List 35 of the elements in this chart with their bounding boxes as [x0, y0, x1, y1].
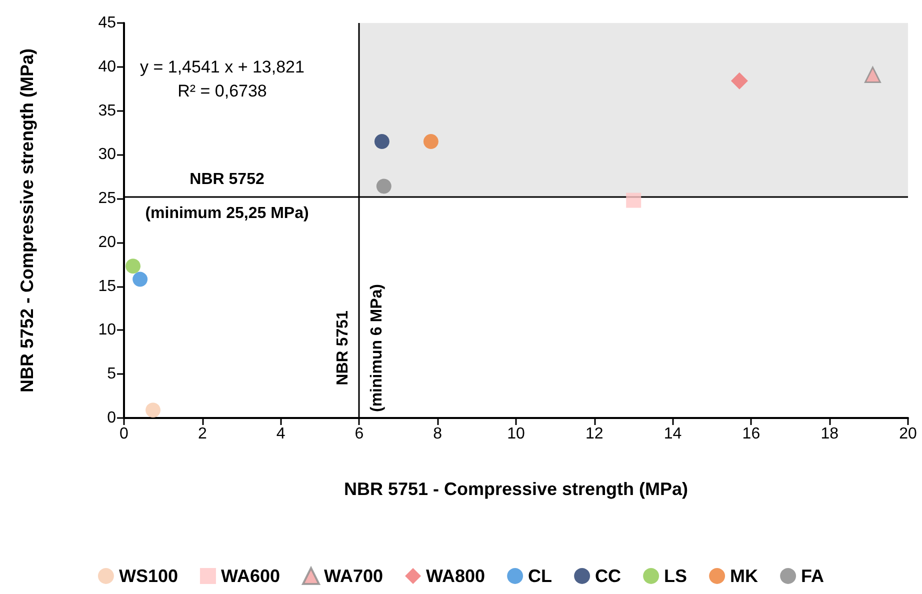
ref-line-label: NBR 5751 (minimun 6 MPa)	[334, 284, 386, 412]
y-tick-label: 5	[107, 366, 116, 383]
y-tick-label: 20	[98, 234, 116, 251]
legend-label: LS	[664, 566, 688, 586]
x-tick-label: 4	[276, 426, 286, 442]
y-tick-label: 0	[107, 410, 116, 426]
annotation: y = 1,4541 x + 13,821 R² = 0,6738	[140, 58, 304, 100]
x-tick-label: 18	[820, 426, 839, 442]
legend-label: CC	[595, 566, 622, 586]
x-tick-label: 2	[198, 426, 207, 442]
y-tick-label: 15	[98, 278, 116, 295]
x-tick-label: 0	[120, 426, 129, 442]
x-tick-label: 6	[354, 426, 364, 442]
x-tick-label: 10	[507, 426, 525, 442]
legend-label: CL	[528, 566, 552, 586]
y-tick-label: 10	[98, 322, 116, 339]
x-tick-label: 12	[586, 426, 604, 442]
y-tick-label: 40	[98, 58, 116, 76]
legend-label: WA800	[426, 566, 486, 586]
legend-label: WS100	[118, 566, 178, 586]
y-tick-label: 45	[98, 14, 116, 32]
y-axis-title: NBR 5752 - Compressive strength (MPa)	[17, 48, 37, 393]
legend-label: MK	[730, 566, 758, 586]
y-tick-label: 25	[98, 190, 116, 208]
x-tick-label: 14	[664, 426, 682, 442]
x-tick-label: 8	[433, 426, 442, 442]
legend-label: WA700	[324, 566, 384, 586]
legend-label: WA600	[220, 566, 280, 586]
x-axis-title: NBR 5751 - Compressive strength (MPa)	[344, 479, 688, 499]
ref-line-label: NBR 5752 (minimum 25,25 MPa)	[145, 170, 309, 222]
legend-label: FA	[801, 566, 824, 586]
y-tick-label: 30	[98, 146, 116, 164]
x-tick-label: 16	[742, 426, 760, 442]
x-tick-label: 20	[899, 426, 917, 442]
y-tick-label: 35	[98, 102, 116, 120]
